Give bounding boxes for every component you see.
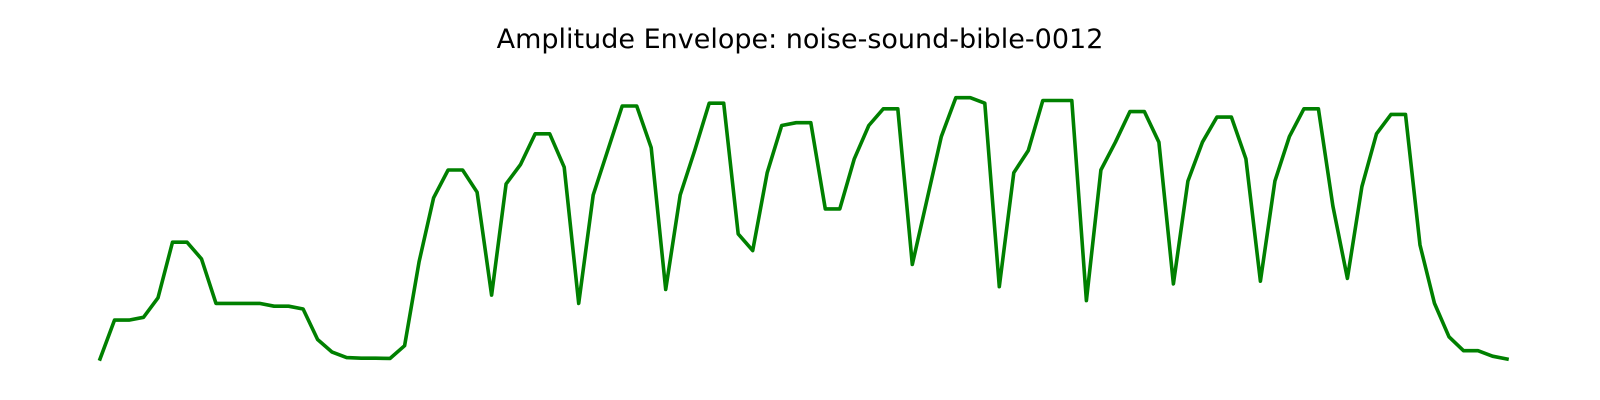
envelope-line-0 bbox=[100, 98, 1507, 359]
